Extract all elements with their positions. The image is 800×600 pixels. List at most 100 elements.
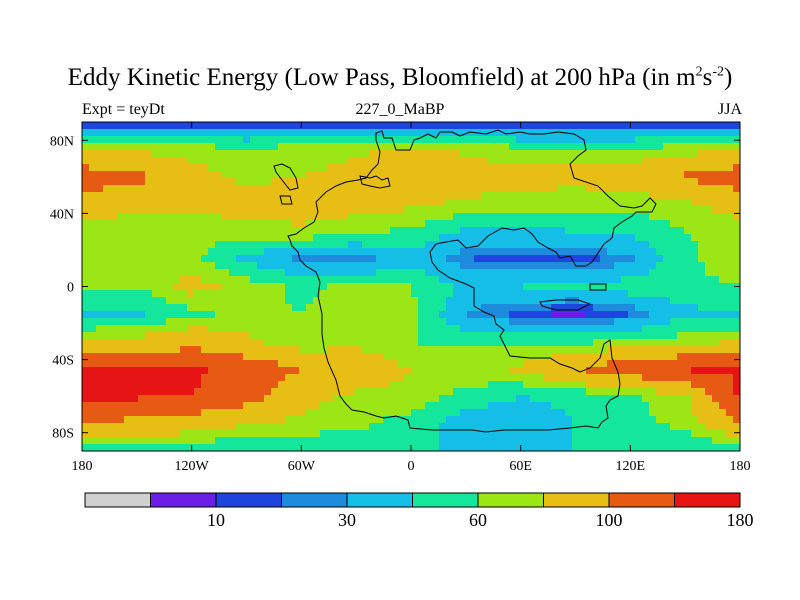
field-cell xyxy=(418,388,426,396)
field-cell xyxy=(383,220,391,228)
field-cell xyxy=(467,423,475,431)
field-cell xyxy=(621,367,629,375)
field-cell xyxy=(705,157,713,165)
field-cell xyxy=(586,143,594,151)
field-cell xyxy=(705,227,713,235)
field-cell xyxy=(376,346,384,354)
field-cell xyxy=(250,325,258,333)
colorbar-label: 100 xyxy=(596,510,623,530)
field-cell xyxy=(656,192,664,200)
field-cell xyxy=(551,276,559,284)
field-cell xyxy=(208,227,216,235)
field-cell xyxy=(467,381,475,389)
field-cell xyxy=(117,157,125,165)
field-cell xyxy=(600,416,608,424)
field-cell xyxy=(131,136,139,144)
field-cell xyxy=(348,283,356,291)
field-cell xyxy=(397,227,405,235)
field-cell xyxy=(194,388,202,396)
field-cell xyxy=(600,367,608,375)
field-cell xyxy=(516,318,524,326)
field-cell xyxy=(670,311,678,319)
field-cell xyxy=(201,367,209,375)
field-cell xyxy=(243,395,251,403)
field-cell xyxy=(369,360,377,368)
field-cell xyxy=(516,234,524,242)
field-cell xyxy=(684,143,692,151)
field-cell xyxy=(677,388,685,396)
field-cell xyxy=(124,423,132,431)
field-cell xyxy=(544,395,552,403)
field-cell xyxy=(313,255,321,263)
field-cell xyxy=(649,437,657,445)
field-cell xyxy=(362,262,370,270)
field-cell xyxy=(117,402,125,410)
field-cell xyxy=(544,444,552,451)
field-cell xyxy=(432,136,440,144)
field-cell xyxy=(649,199,657,207)
field-cell xyxy=(271,276,279,284)
field-cell xyxy=(579,157,587,165)
field-cell xyxy=(82,276,90,284)
field-cell xyxy=(376,234,384,242)
field-cell xyxy=(180,325,188,333)
field-cell xyxy=(257,409,265,417)
field-cell xyxy=(474,395,482,403)
field-cell xyxy=(194,437,202,445)
field-cell xyxy=(89,318,97,326)
field-cell xyxy=(663,430,671,438)
field-cell xyxy=(474,171,482,179)
field-cell xyxy=(411,171,419,179)
field-cell xyxy=(215,269,223,277)
field-cell xyxy=(194,318,202,326)
field-cell xyxy=(418,227,426,235)
field-cell xyxy=(131,220,139,228)
field-cell xyxy=(586,178,594,186)
field-cell xyxy=(236,332,244,340)
field-cell xyxy=(446,185,454,193)
field-cell xyxy=(376,416,384,424)
field-cell xyxy=(278,416,286,424)
field-cell xyxy=(411,311,419,319)
field-cell xyxy=(348,164,356,172)
field-cell xyxy=(89,409,97,417)
field-cell xyxy=(201,423,209,431)
field-cell xyxy=(250,388,258,396)
field-cell xyxy=(572,150,580,158)
field-cell xyxy=(152,374,160,382)
field-cell xyxy=(152,122,160,130)
field-cell xyxy=(201,234,209,242)
field-cell xyxy=(509,423,517,431)
field-cell xyxy=(320,346,328,354)
field-cell xyxy=(537,395,545,403)
field-cell xyxy=(278,395,286,403)
field-cell xyxy=(586,234,594,242)
field-cell xyxy=(712,444,720,451)
field-cell xyxy=(124,360,132,368)
field-cell xyxy=(418,402,426,410)
field-cell xyxy=(306,248,314,256)
field-cell xyxy=(222,395,230,403)
field-cell xyxy=(579,409,587,417)
field-cell xyxy=(264,178,272,186)
colorbar-swatch xyxy=(674,492,741,508)
field-cell xyxy=(649,157,657,165)
field-cell xyxy=(404,220,412,228)
field-cell xyxy=(348,444,356,451)
field-cell xyxy=(635,395,643,403)
field-cell xyxy=(166,122,174,130)
field-cell xyxy=(663,248,671,256)
colorbar-swatch xyxy=(215,492,282,508)
field-cell xyxy=(264,381,272,389)
field-cell xyxy=(250,143,258,151)
field-cell xyxy=(572,290,580,298)
field-cell xyxy=(467,346,475,354)
field-cell xyxy=(551,157,559,165)
field-cell xyxy=(509,150,517,158)
field-cell xyxy=(523,444,531,451)
field-cell xyxy=(607,297,615,305)
field-cell xyxy=(411,353,419,361)
field-cell xyxy=(117,346,125,354)
field-cell xyxy=(173,437,181,445)
field-cell xyxy=(530,129,538,137)
